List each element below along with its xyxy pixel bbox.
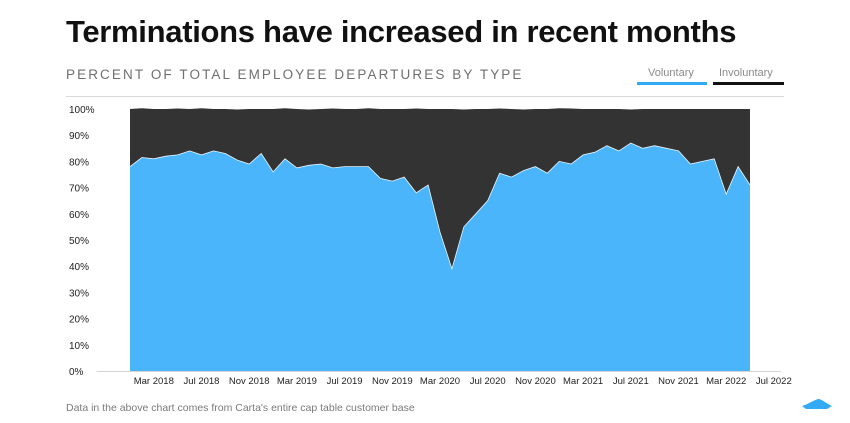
x-tick-label: Nov 2018 (229, 376, 270, 387)
x-tick-label: Mar 2022 (706, 376, 746, 387)
y-tick-label: 40% (69, 262, 89, 273)
page-title: Terminations have increased in recent mo… (66, 14, 737, 49)
header-divider (66, 96, 784, 97)
y-tick-label: 60% (69, 210, 89, 221)
x-tick-label: Mar 2020 (420, 376, 460, 387)
legend-label-voluntary: Voluntary (648, 67, 694, 79)
x-tick-label: Jul 2020 (470, 376, 506, 387)
carta-logo-icon[interactable] (801, 398, 833, 412)
x-tick-label: Mar 2018 (134, 376, 174, 387)
series-area-voluntary (130, 143, 750, 371)
y-tick-label: 10% (69, 341, 89, 352)
y-tick-label: 100% (69, 105, 95, 116)
y-tick-label: 70% (69, 184, 89, 195)
y-tick-label: 80% (69, 157, 89, 168)
y-tick-label: 50% (69, 236, 89, 247)
x-tick-label: Mar 2021 (563, 376, 603, 387)
carta-logo-shape (802, 399, 832, 409)
x-tick-label: Jul 2018 (184, 376, 220, 387)
x-tick-label: Mar 2019 (277, 376, 317, 387)
x-tick-label: Jul 2021 (613, 376, 649, 387)
series-boundary-line (129, 142, 751, 271)
legend-label-involuntary: Involuntary (719, 67, 773, 79)
legend-swatch-voluntary (637, 82, 707, 85)
chart-subtitle: PERCENT OF TOTAL EMPLOYEE DEPARTURES BY … (66, 67, 524, 82)
x-tick-label: Nov 2019 (372, 376, 413, 387)
x-tick-label: Nov 2021 (658, 376, 699, 387)
y-tick-label: 0% (69, 367, 84, 378)
y-tick-label: 20% (69, 315, 89, 326)
x-tick-label: Jul 2022 (756, 376, 792, 387)
legend-swatch-involuntary (713, 82, 784, 85)
y-tick-label: 90% (69, 131, 89, 142)
y-tick-label: 30% (69, 288, 89, 299)
x-tick-label: Jul 2019 (327, 376, 363, 387)
series-area-involuntary (130, 108, 750, 269)
footnote: Data in the above chart comes from Carta… (66, 402, 415, 414)
x-tick-label: Nov 2020 (515, 376, 556, 387)
